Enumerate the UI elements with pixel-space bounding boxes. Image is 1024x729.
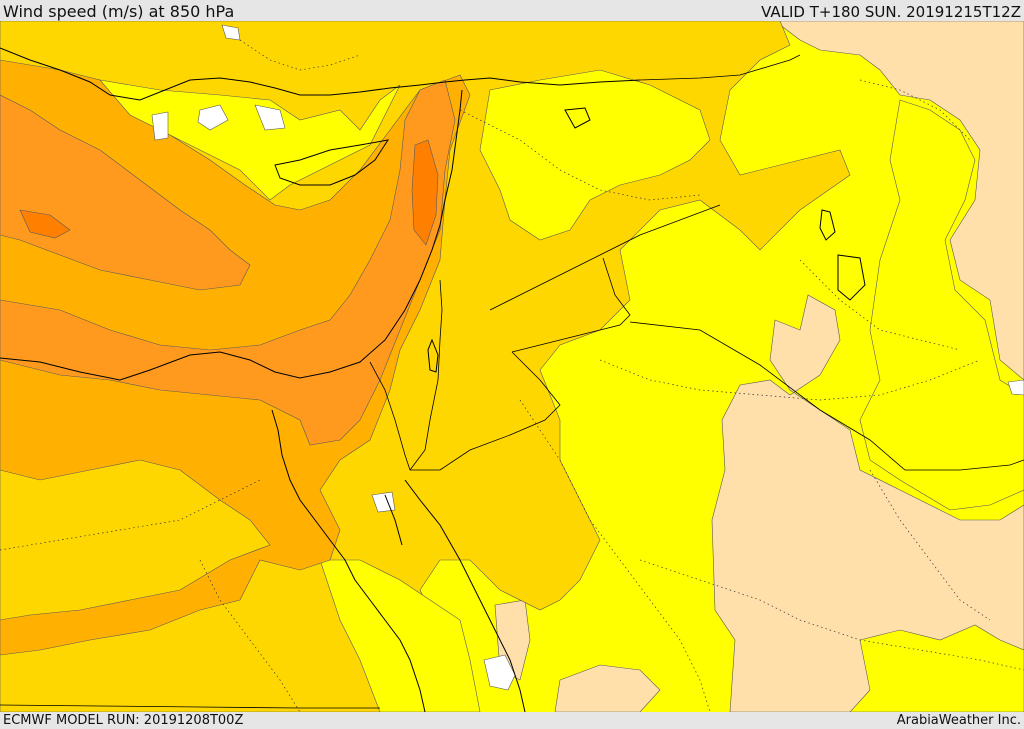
band-yellow-east-inner (859, 99, 1024, 511)
band-strongest-west (19, 209, 71, 239)
border-jordan-saudi (410, 351, 561, 471)
coast-gulf-suez (271, 409, 426, 712)
map-title: Wind speed (m/s) at 850 hPa (3, 2, 235, 21)
border-egypt-sudan (0, 704, 380, 709)
model-run-label: ECMWF MODEL RUN: 20191208T00Z (3, 713, 244, 728)
dotted-9 (239, 39, 361, 71)
coast-cyprus (274, 139, 390, 186)
dotted-6 (0, 479, 261, 551)
band-yellow-north-strip (99, 79, 401, 201)
band-yellow-sinai-south (319, 559, 481, 712)
dotted-8 (869, 469, 991, 621)
band-white-1 (197, 104, 229, 131)
dotted-1 (459, 109, 701, 201)
border-syria-jordan-iraq (489, 204, 721, 311)
coast-turkey (0, 47, 641, 101)
coast-dead-sea (427, 338, 439, 373)
dotted-2 (599, 359, 981, 401)
band-dark-orange (0, 94, 251, 291)
coast-razzaza (837, 254, 866, 301)
wind-speed-map (0, 21, 1024, 712)
coastlines (0, 47, 866, 712)
band-white-3 (151, 111, 169, 141)
border-syria-iraq (639, 54, 801, 81)
band-white-5 (371, 491, 396, 513)
band-tan-east (711, 21, 1024, 712)
dotted-7 (199, 559, 301, 712)
band-dark-orange-band2 (0, 79, 456, 446)
dotted-10 (859, 79, 971, 141)
band-yellow-se (849, 624, 1024, 712)
border-saudi-iraq (629, 321, 1024, 471)
border-israel-jordan (409, 279, 443, 471)
footer-bar (0, 712, 1024, 729)
band-yellow-levant (479, 69, 711, 241)
dotted-4 (639, 559, 1024, 671)
coast-assad (564, 107, 591, 129)
border-egypt-israel (369, 361, 411, 471)
borders (0, 54, 1024, 709)
band-gold-inner-egypt (0, 459, 271, 621)
coast-red-sea-east (404, 479, 526, 712)
band-tan-south (554, 664, 661, 712)
band-strongest (411, 139, 439, 246)
coast-aqaba (384, 494, 403, 546)
band-white-2 (254, 104, 286, 131)
coast-mediterranean-south (0, 89, 463, 381)
coast-lake-tharthar (819, 209, 836, 241)
band-white-7 (1007, 379, 1024, 396)
border-jordan-east (511, 257, 631, 353)
header-bar (0, 0, 1024, 21)
dotted-boundaries (0, 39, 1024, 712)
band-white-6 (483, 654, 516, 691)
credit-label: ArabiaWeather Inc. (896, 713, 1021, 728)
valid-time: VALID T+180 SUN. 20191215T12Z (761, 3, 1021, 21)
